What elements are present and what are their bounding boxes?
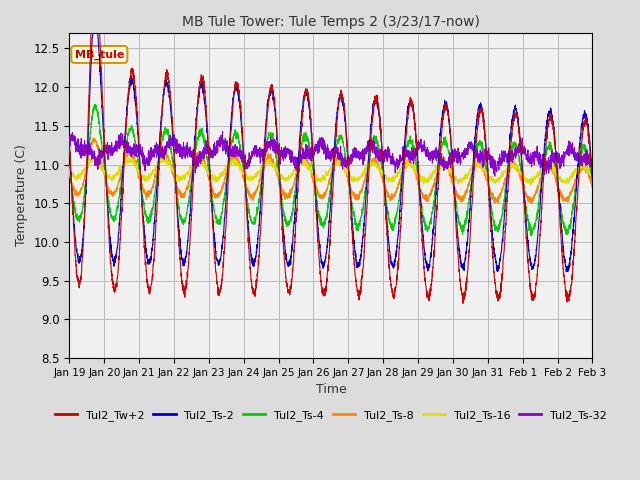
X-axis label: Time: Time bbox=[316, 383, 346, 396]
Legend: Tul2_Tw+2, Tul2_Ts-2, Tul2_Ts-4, Tul2_Ts-8, Tul2_Ts-16, Tul2_Ts-32: Tul2_Tw+2, Tul2_Ts-2, Tul2_Ts-4, Tul2_Ts… bbox=[51, 406, 611, 426]
Title: MB Tule Tower: Tule Temps 2 (3/23/17-now): MB Tule Tower: Tule Temps 2 (3/23/17-now… bbox=[182, 15, 480, 29]
Text: MB_tule: MB_tule bbox=[75, 49, 124, 60]
Y-axis label: Temperature (C): Temperature (C) bbox=[15, 144, 28, 246]
